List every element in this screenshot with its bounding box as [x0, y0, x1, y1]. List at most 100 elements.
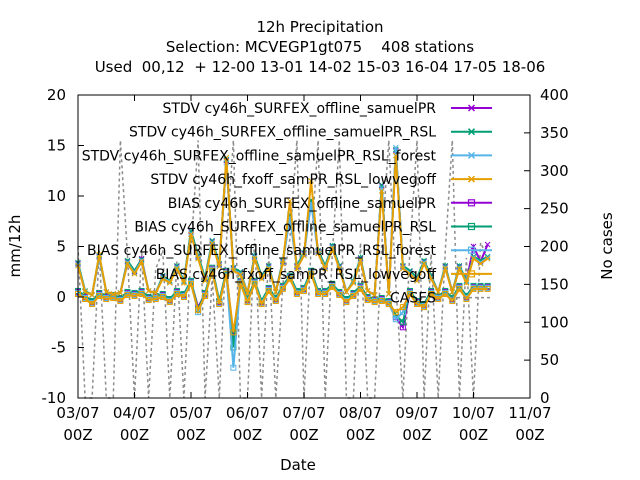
y2-tick-label: 300: [540, 162, 569, 180]
data-point: [96, 251, 103, 258]
data-point: [251, 255, 258, 262]
data-point: [110, 295, 117, 302]
data-point: [237, 271, 244, 278]
legend-marker: [467, 104, 476, 112]
data-point: [173, 290, 180, 297]
data-point: [470, 285, 477, 292]
data-point: [428, 290, 435, 297]
data-point: [117, 290, 124, 296]
data-point: [329, 283, 336, 290]
y2-axis-label: No cases: [598, 212, 616, 280]
x-tick-label-time: 00Z: [289, 426, 318, 444]
data-point: [322, 265, 329, 272]
data-point: [202, 292, 209, 299]
legend-label: BIAS cy46h_SURFEX_offline_samuelPR_RSL: [134, 220, 436, 236]
y2-tick-label: 350: [540, 124, 569, 142]
y2-tick-label: 200: [540, 238, 569, 256]
data-point: [279, 260, 286, 267]
data-point: [371, 292, 378, 298]
data-point: [364, 288, 371, 294]
data-point: [117, 298, 124, 305]
data-point: [435, 296, 442, 303]
x-tick-label-time: 00Z: [120, 426, 149, 444]
x-tick-label: 03/07: [56, 404, 99, 422]
data-point: [449, 289, 456, 295]
x-tick-label-time: 00Z: [233, 426, 262, 444]
data-point: [336, 291, 343, 298]
data-point: [244, 290, 251, 296]
x-tick-label: 06/07: [226, 404, 269, 422]
data-point: [188, 280, 194, 287]
data-point: [166, 299, 173, 306]
y2-tick-label: 100: [540, 313, 569, 331]
data-point: [138, 258, 145, 265]
data-point: [315, 250, 321, 257]
x-tick-label: 05/07: [169, 404, 212, 422]
data-point: [315, 290, 322, 297]
legend-marker: [467, 151, 476, 159]
data-point: [470, 243, 477, 250]
data-point: [456, 285, 463, 292]
legend-marker: [467, 270, 476, 278]
x-tick-label-time: 00Z: [459, 426, 488, 444]
data-point: [145, 297, 152, 304]
data-point: [378, 188, 385, 194]
data-point: [421, 260, 427, 267]
data-point: [392, 316, 399, 323]
y-tick-label: 0: [56, 288, 66, 306]
data-point: [188, 231, 194, 238]
chart-title: 12h Precipitation: [256, 18, 384, 36]
data-point: [392, 144, 399, 151]
y2-tick-label: 50: [540, 351, 559, 369]
x-tick-label: 08/07: [339, 404, 382, 422]
data-point: [329, 245, 336, 252]
data-point: [399, 304, 406, 311]
data-point: [392, 152, 399, 159]
legend-label: STDV cy46h_SURFEX_offline_samuelPR_RSL: [129, 125, 436, 141]
data-point: [301, 252, 307, 259]
data-point: [89, 301, 96, 308]
data-point: [131, 292, 138, 299]
data-point: [442, 265, 449, 272]
chart-subtitle-selection: Selection: MCVEGP1gt075 408 stations: [165, 38, 475, 56]
data-point: [336, 265, 343, 272]
data-point: [378, 298, 385, 305]
data-point: [159, 294, 166, 300]
data-point: [89, 292, 95, 298]
data-point: [110, 291, 117, 297]
legend-label: STDV cy46h_fxoff_samPR_RSL_lowvegoff: [150, 172, 436, 188]
data-point: [209, 240, 216, 247]
x-tick-label-time: 00Z: [346, 426, 375, 444]
legend-label: BIAS cy46h_SURFEX_offline_samuelPR_RSL_f…: [87, 243, 436, 259]
legend-label: CASES: [390, 291, 436, 307]
data-point: [272, 298, 279, 305]
data-point: [103, 289, 110, 295]
data-point: [364, 297, 371, 304]
y-tick-label: 5: [56, 238, 66, 256]
data-point: [484, 285, 491, 292]
data-point: [82, 289, 88, 295]
legend: STDV cy46h_SURFEX_offline_samuelPR STDV c…: [82, 101, 492, 307]
legend-marker: [467, 246, 476, 254]
data-point: [244, 299, 251, 306]
data-point: [188, 230, 194, 237]
data-point: [407, 270, 413, 277]
data-point: [442, 290, 449, 297]
x-tick-label: 11/07: [508, 404, 551, 422]
data-point: [414, 277, 420, 284]
data-point: [279, 285, 286, 292]
data-point: [385, 291, 392, 297]
data-point: [230, 329, 237, 336]
data-point: [414, 301, 420, 308]
data-point: [195, 255, 201, 262]
y2-tick-label: 400: [540, 86, 569, 104]
data-point: [145, 288, 152, 294]
x-tick-label-time: 00Z: [402, 426, 431, 444]
data-point: [258, 275, 265, 282]
legend-marker: [467, 199, 476, 207]
data-point: [350, 292, 357, 299]
data-point: [294, 265, 300, 272]
data-point: [230, 364, 237, 371]
data-point: [230, 267, 237, 274]
